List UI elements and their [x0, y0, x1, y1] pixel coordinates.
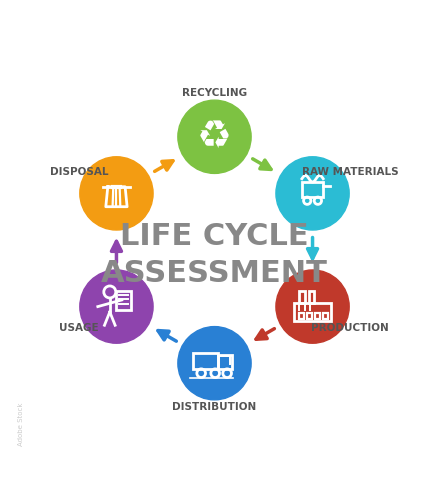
Circle shape: [80, 270, 153, 343]
Circle shape: [276, 157, 349, 230]
Text: ASSESSMENT: ASSESSMENT: [101, 259, 328, 288]
Circle shape: [178, 326, 251, 400]
Text: RECYCLING: RECYCLING: [182, 88, 247, 99]
Text: DISPOSAL: DISPOSAL: [50, 166, 108, 176]
Circle shape: [80, 157, 153, 230]
Text: Adobe Stock: Adobe Stock: [18, 403, 24, 446]
Text: PRODUCTION: PRODUCTION: [311, 324, 389, 334]
Text: USAGE: USAGE: [59, 324, 99, 334]
Text: RAW MATERIALS: RAW MATERIALS: [302, 166, 399, 176]
Text: ♻: ♻: [197, 118, 232, 156]
Text: DISTRIBUTION: DISTRIBUTION: [172, 402, 257, 411]
Circle shape: [178, 100, 251, 174]
Circle shape: [276, 270, 349, 343]
Text: LIFE CYCLE: LIFE CYCLE: [120, 222, 309, 251]
